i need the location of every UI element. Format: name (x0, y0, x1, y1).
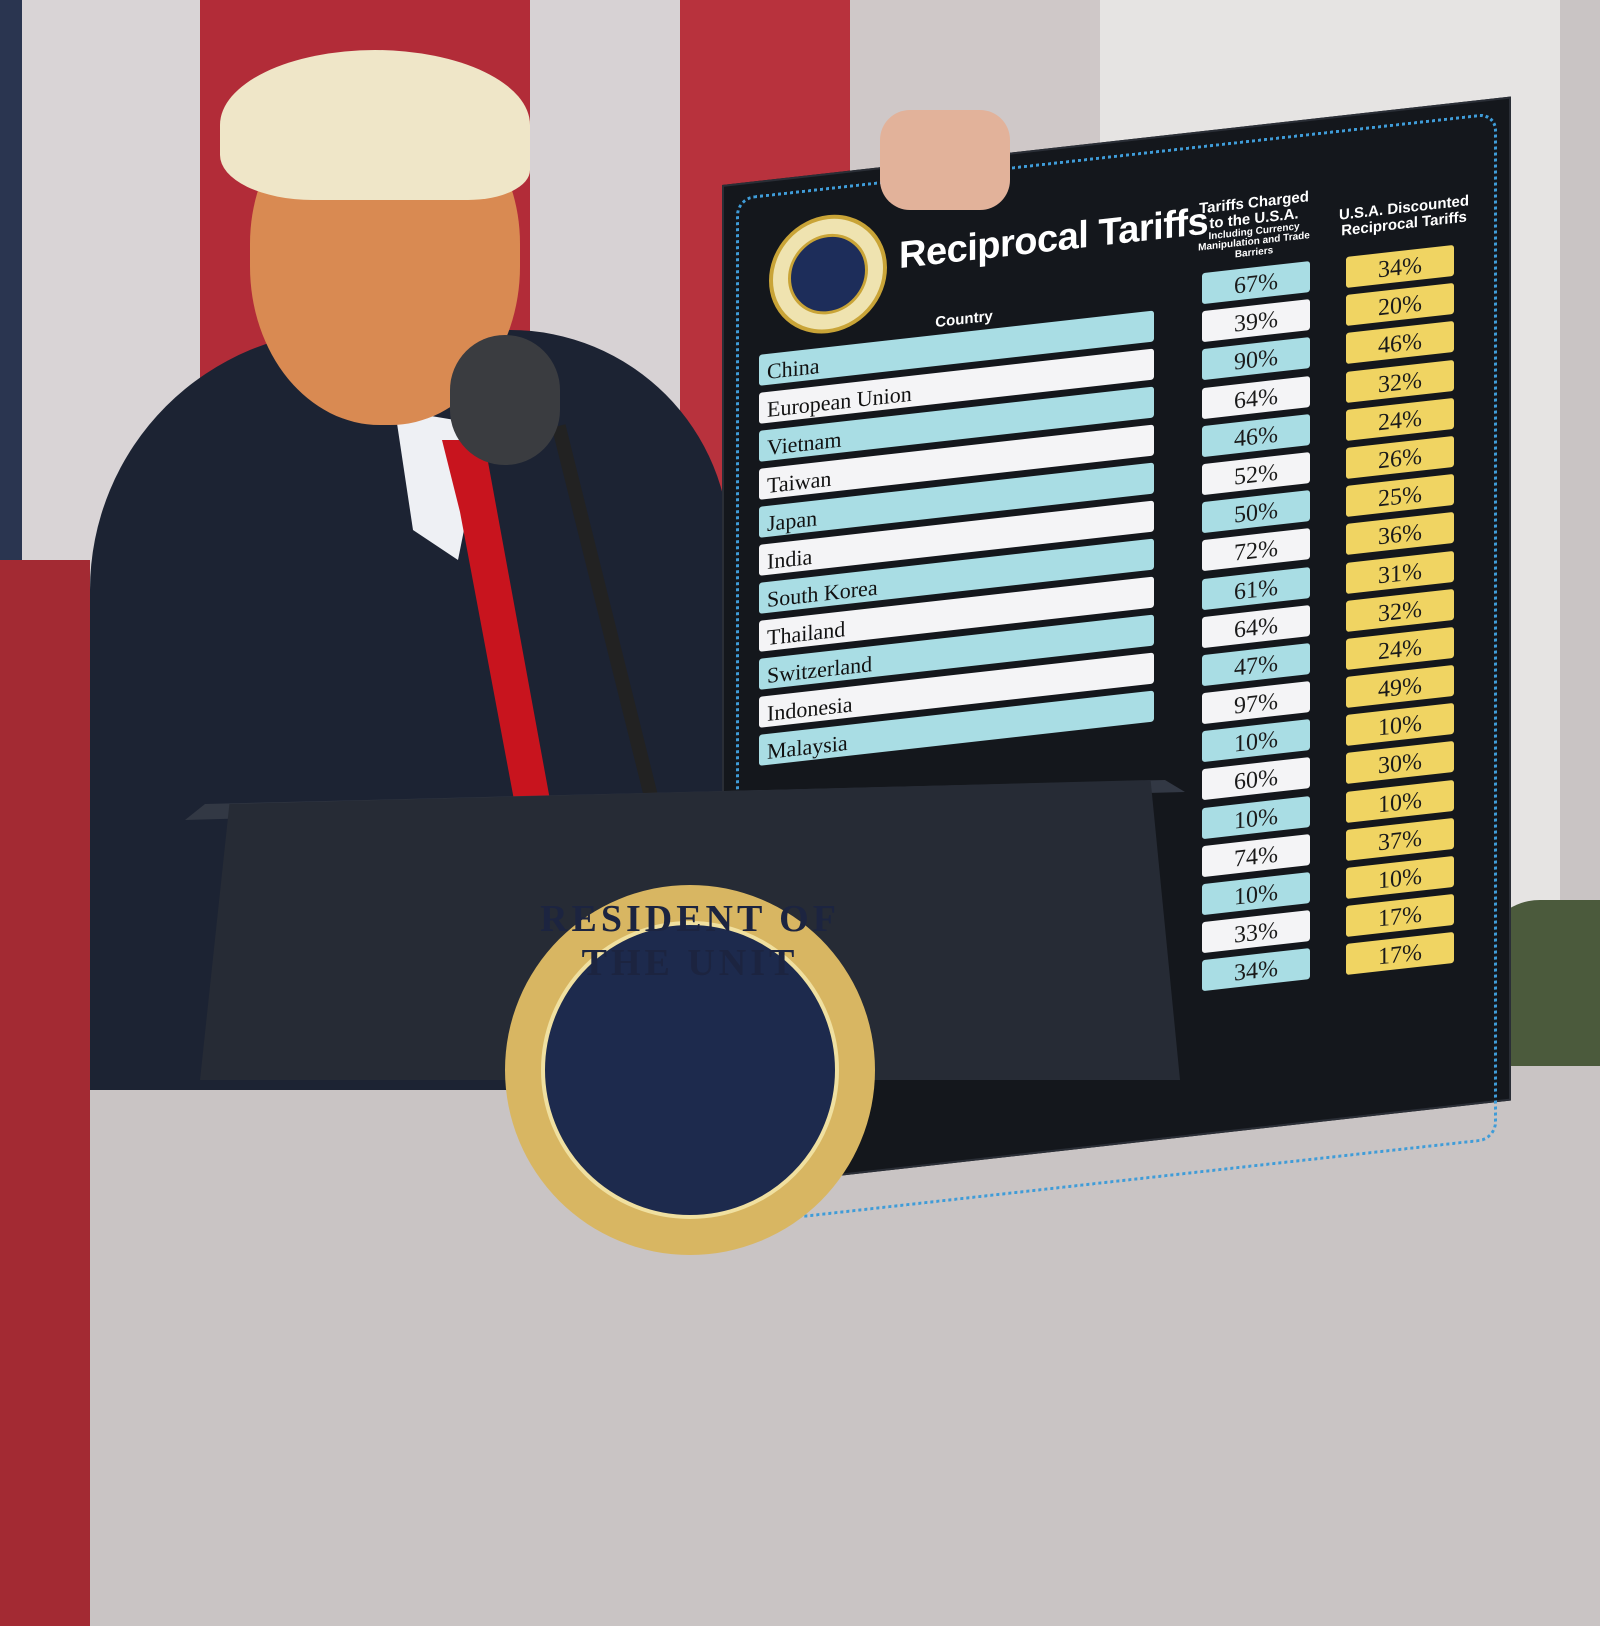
charged-cell: 72% (1202, 528, 1310, 572)
discounted-cell: 24% (1346, 626, 1454, 670)
discounted-cell: 32% (1346, 359, 1454, 403)
charged-cell: 61% (1202, 566, 1310, 610)
microphone (450, 335, 560, 465)
charged-header: Tariffs Charged to the U.S.A. Including … (1194, 188, 1314, 265)
discounted-cell: 31% (1346, 550, 1454, 594)
discounted-cell: 46% (1346, 321, 1454, 365)
discounted-cell: 20% (1346, 283, 1454, 327)
discounted-cell: 10% (1346, 855, 1454, 900)
charged-cell: 74% (1202, 833, 1310, 877)
discounted-cell: 37% (1346, 817, 1454, 861)
discounted-column: 34% 20% 46% 32% 24% 26% 25% 36% 31% 32% 24% 49% 10% 3… (1346, 244, 1454, 983)
discounted-cell: 36% (1346, 512, 1454, 556)
charged-cell: 97% (1202, 681, 1310, 725)
podium-seal: RESIDENT OF THE UNIT (505, 885, 875, 1255)
country-column: China European Union Vietnam Taiwan Japan Ind… (759, 310, 1154, 773)
charged-cell: 46% (1202, 413, 1310, 457)
discounted-cell: 26% (1346, 435, 1454, 479)
charged-cell: 33% (1202, 910, 1310, 954)
discounted-cell: 25% (1346, 474, 1454, 518)
charged-cell: 10% (1202, 719, 1310, 763)
discounted-cell: 17% (1346, 894, 1454, 938)
charged-cell: 64% (1202, 375, 1310, 419)
charged-cell: 10% (1202, 795, 1310, 839)
charged-cell: 50% (1202, 490, 1310, 534)
charged-cell: 64% (1202, 604, 1310, 648)
discounted-cell: 24% (1346, 397, 1454, 441)
hair (220, 50, 530, 200)
charged-cell: 90% (1202, 337, 1310, 381)
charged-cell: 52% (1202, 451, 1310, 496)
discounted-cell: 17% (1346, 932, 1454, 976)
discounted-cell: 49% (1346, 664, 1454, 709)
charged-cell: 10% (1202, 872, 1310, 916)
hand (880, 110, 1010, 210)
discounted-cell: 32% (1346, 588, 1454, 632)
discounted-cell: 10% (1346, 779, 1454, 823)
charged-cell: 47% (1202, 642, 1310, 687)
charged-cell: 34% (1202, 948, 1310, 992)
podium-seal-text: RESIDENT OF THE UNIT (540, 898, 840, 984)
discounted-cell: 30% (1346, 741, 1454, 785)
discounted-cell: 10% (1346, 703, 1454, 747)
charged-cell: 39% (1202, 299, 1310, 343)
charged-column: 67% 39% 90% 64% 46% 52% 50% 72% 61% 64% 47% 97% 10% 6… (1202, 261, 1310, 999)
charged-cell: 60% (1202, 757, 1310, 801)
